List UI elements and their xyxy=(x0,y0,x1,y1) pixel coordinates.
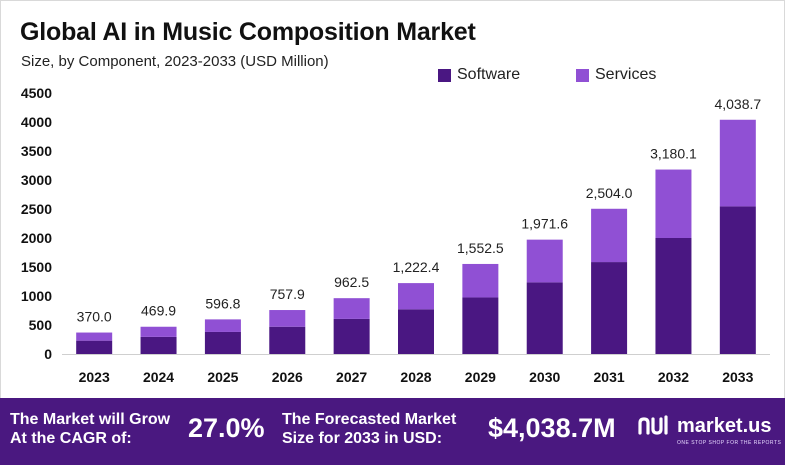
y-tick-label: 4500 xyxy=(21,85,52,101)
bar-services-2025 xyxy=(204,319,241,332)
bar-services-2033 xyxy=(719,119,756,207)
forecast-caption-line2: Size for 2033 in USD: xyxy=(282,430,443,447)
data-label-2032: 3,180.1 xyxy=(650,146,697,162)
legend-swatch-software xyxy=(438,68,451,82)
bar-software-2027 xyxy=(333,318,370,354)
y-tick-label: 4000 xyxy=(21,114,52,130)
bar-services-2031 xyxy=(591,208,628,263)
cagr-value: 27.0% xyxy=(188,413,265,443)
data-label-2029: 1,552.5 xyxy=(457,240,504,256)
data-label-2023: 370.0 xyxy=(77,309,112,325)
bar-services-2023 xyxy=(76,332,113,341)
legend-swatch-services xyxy=(576,68,589,82)
chart-subtitle: Size, by Component, 2023-2033 (USD Milli… xyxy=(21,53,329,70)
data-label-2031: 2,504.0 xyxy=(586,185,633,201)
cagr-caption-line2: At the CAGR of: xyxy=(10,430,132,447)
legend-item-software: Software xyxy=(438,66,520,84)
market-us-logo-icon xyxy=(638,415,668,435)
x-tick-label-2027: 2027 xyxy=(336,369,367,385)
logo-name: market.us xyxy=(677,414,772,437)
data-label-2026: 757.9 xyxy=(270,286,305,302)
bar-software-2031 xyxy=(591,262,628,354)
x-tick-label-2031: 2031 xyxy=(594,369,625,385)
data-label-2024: 469.9 xyxy=(141,303,176,319)
legend-label-software: Software xyxy=(457,66,521,83)
bar-software-2032 xyxy=(655,238,692,354)
data-label-2028: 1,222.4 xyxy=(393,259,440,275)
forecast-caption: The Forecasted Market Size for 2033 in U… xyxy=(282,410,456,448)
x-tick-label-2033: 2033 xyxy=(722,369,753,385)
market-us-logo: market.us ONE STOP SHOP FOR THE REPORTS xyxy=(637,413,781,446)
forecast-value: $4,038.7M xyxy=(488,413,616,443)
data-label-2033: 4,038.7 xyxy=(714,96,761,112)
y-tick-label: 3000 xyxy=(21,172,52,188)
legend-item-services: Services xyxy=(576,66,656,84)
bar-services-2024 xyxy=(140,326,177,337)
cagr-caption: The Market will Grow At the CAGR of: xyxy=(10,410,170,448)
x-tick-label-2029: 2029 xyxy=(465,369,496,385)
bar-services-2029 xyxy=(462,263,499,298)
legend-label-services: Services xyxy=(595,66,657,83)
y-tick-label: 500 xyxy=(29,317,53,333)
bar-software-2033 xyxy=(719,206,756,354)
bar-software-2026 xyxy=(269,326,306,354)
y-tick-label: 3500 xyxy=(21,143,52,159)
bar-software-2024 xyxy=(140,336,177,354)
y-tick-label: 1000 xyxy=(21,288,52,304)
bar-services-2030 xyxy=(526,239,563,283)
data-label-2030: 1,971.6 xyxy=(521,216,568,232)
bar-services-2026 xyxy=(269,310,306,327)
bar-services-2027 xyxy=(333,298,370,319)
x-tick-label-2025: 2025 xyxy=(207,369,238,385)
y-tick-label: 2000 xyxy=(21,230,52,246)
footer-banner: The Market will Grow At the CAGR of: 27.… xyxy=(0,398,785,465)
bar-software-2030 xyxy=(526,282,563,354)
x-tick-label-2028: 2028 xyxy=(400,369,431,385)
bar-software-2025 xyxy=(204,331,241,354)
x-tick-label-2024: 2024 xyxy=(143,369,174,385)
data-label-2027: 962.5 xyxy=(334,274,369,290)
x-tick-label-2023: 2023 xyxy=(79,369,110,385)
bar-services-2032 xyxy=(655,169,692,238)
chart-title: Global AI in Music Composition Market xyxy=(20,18,476,46)
x-tick-label-2030: 2030 xyxy=(529,369,560,385)
bar-software-2023 xyxy=(76,340,113,354)
y-tick-label: 0 xyxy=(44,346,52,362)
x-tick-label-2032: 2032 xyxy=(658,369,689,385)
y-tick-label: 1500 xyxy=(21,259,52,275)
cagr-caption-line1: The Market will Grow xyxy=(10,411,171,428)
y-tick-label: 2500 xyxy=(21,201,52,217)
bar-software-2029 xyxy=(462,297,499,354)
x-tick-label-2026: 2026 xyxy=(272,369,303,385)
logo-tagline: ONE STOP SHOP FOR THE REPORTS xyxy=(677,440,782,446)
stacked-bar-chart: 0 500 1000 1500 2000 2500 3000 3500 4000 4500 370.… xyxy=(21,85,770,385)
bar-services-2028 xyxy=(398,283,434,310)
bar-software-2028 xyxy=(398,309,434,354)
data-label-2025: 596.8 xyxy=(205,295,240,311)
forecast-caption-line1: The Forecasted Market xyxy=(282,411,457,428)
